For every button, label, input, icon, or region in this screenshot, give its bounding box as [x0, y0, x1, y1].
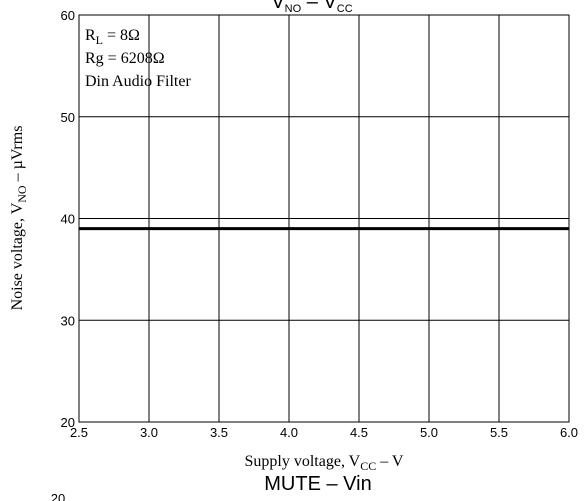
y-tick-label: 40: [61, 212, 75, 227]
annotation-filter: Din Audio Filter: [85, 73, 191, 90]
x-tick-label: 5.0: [420, 425, 438, 440]
x-tick-labels: 2.5 3.0 3.5 4.0 4.5 5.0 5.5 6.0: [70, 425, 578, 440]
chart-title: VNO – VCC: [271, 0, 352, 15]
next-chart-title: MUTE – Vin: [264, 473, 371, 495]
y-tick-label: 60: [61, 8, 75, 23]
y-axis-title: Noise voltage, VNO – µVrms: [9, 126, 29, 311]
x-tick-label: 5.5: [490, 425, 508, 440]
y-tick-labels: 20 30 40 50 60: [61, 8, 75, 430]
x-axis-title: Supply voltage, VCC – V: [245, 453, 404, 473]
annotation-rg: Rg = 6208Ω: [85, 50, 165, 67]
y-tick-label: 20: [61, 415, 75, 430]
annotation-rl: RL = 8Ω: [85, 27, 140, 47]
next-chart-y-tick: 20: [51, 491, 65, 501]
x-tick-label: 3.5: [210, 425, 228, 440]
y-tick-label: 50: [61, 110, 75, 125]
x-tick-label: 4.0: [280, 425, 298, 440]
x-tick-label: 6.0: [560, 425, 578, 440]
grid: [79, 15, 569, 422]
x-tick-label: 4.5: [350, 425, 368, 440]
y-tick-label: 30: [61, 313, 75, 328]
x-tick-label: 2.5: [70, 425, 88, 440]
x-tick-label: 3.0: [140, 425, 158, 440]
